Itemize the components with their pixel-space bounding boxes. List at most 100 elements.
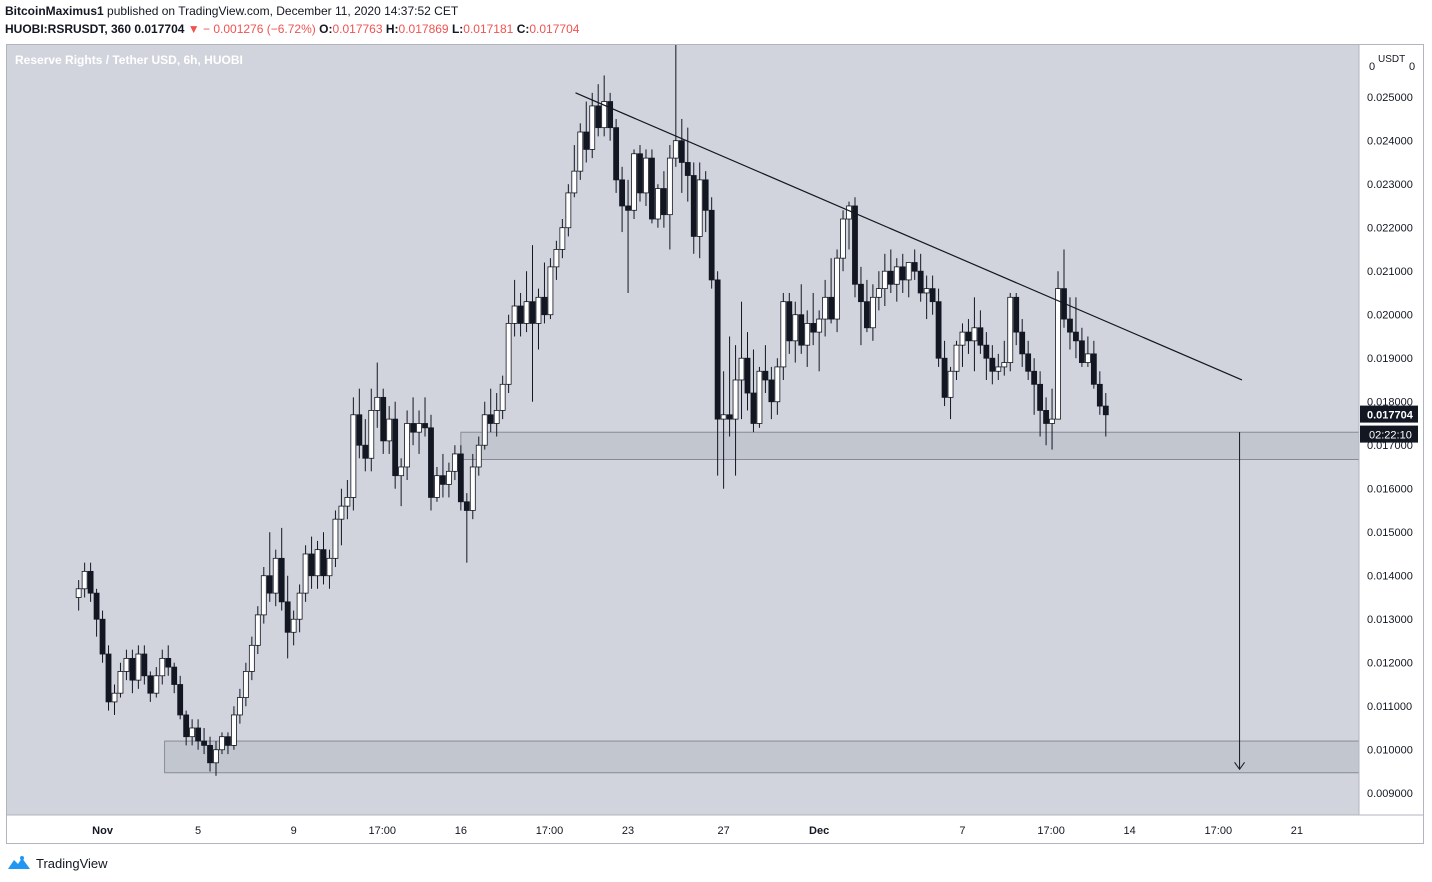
candle[interactable]	[768, 366, 775, 420]
candle[interactable]	[828, 258, 834, 324]
candle[interactable]	[278, 527, 285, 611]
candle[interactable]	[398, 458, 405, 507]
candle[interactable]	[362, 419, 369, 472]
candle[interactable]	[858, 266, 864, 346]
candle[interactable]	[738, 301, 745, 420]
candle[interactable]	[1055, 271, 1061, 420]
candle[interactable]	[995, 353, 1002, 380]
candle[interactable]	[404, 410, 411, 481]
candle[interactable]	[207, 736, 213, 772]
candle[interactable]	[129, 649, 136, 694]
candle[interactable]	[881, 253, 888, 307]
candle[interactable]	[1001, 340, 1008, 376]
candle[interactable]	[1007, 292, 1014, 372]
candle[interactable]	[410, 397, 416, 446]
candle[interactable]	[798, 284, 805, 354]
candle[interactable]	[547, 258, 554, 320]
candle[interactable]	[666, 145, 673, 250]
candle[interactable]	[475, 436, 482, 476]
candle[interactable]	[971, 297, 978, 372]
price-chart[interactable]: 0.025000 0.024000 0.023000 0.022000 0.021000…	[0, 0, 1432, 850]
candle[interactable]	[87, 562, 94, 602]
candle[interactable]	[248, 636, 255, 681]
tradingview-logo[interactable]: TradingView	[6, 855, 108, 871]
candle[interactable]	[637, 145, 643, 202]
candle[interactable]	[1102, 393, 1109, 437]
candle[interactable]	[332, 510, 339, 568]
candle[interactable]	[231, 706, 237, 750]
candle[interactable]	[1031, 358, 1038, 415]
candle[interactable]	[917, 253, 924, 302]
candle[interactable]	[457, 445, 464, 511]
resistance-trendline[interactable]	[575, 92, 1243, 381]
candle[interactable]	[111, 684, 118, 715]
candle[interactable]	[260, 567, 267, 624]
candle[interactable]	[183, 710, 190, 746]
candle[interactable]	[1019, 319, 1026, 367]
candle[interactable]	[619, 166, 625, 233]
candle[interactable]	[487, 388, 494, 433]
candle[interactable]	[350, 397, 357, 511]
candle[interactable]	[451, 445, 458, 481]
candle[interactable]	[386, 406, 393, 454]
candle[interactable]	[1037, 371, 1044, 437]
candle[interactable]	[440, 453, 446, 498]
projection-arrow[interactable]	[1234, 432, 1245, 771]
candle[interactable]	[266, 532, 273, 602]
candle[interactable]	[219, 732, 225, 755]
candle[interactable]	[899, 253, 906, 293]
candle[interactable]	[762, 345, 769, 394]
candle[interactable]	[720, 371, 727, 489]
candle[interactable]	[911, 249, 918, 280]
candle[interactable]	[893, 258, 900, 302]
candle[interactable]	[887, 249, 894, 293]
candle[interactable]	[565, 184, 572, 237]
candle[interactable]	[135, 645, 142, 689]
candle[interactable]	[660, 171, 667, 228]
candle[interactable]	[774, 358, 781, 415]
candle[interactable]	[810, 292, 817, 346]
candle[interactable]	[702, 171, 709, 233]
candle[interactable]	[571, 145, 578, 198]
candle[interactable]	[242, 662, 249, 707]
candle[interactable]	[523, 271, 530, 333]
candle[interactable]	[786, 292, 793, 354]
candle[interactable]	[613, 118, 620, 193]
candle[interactable]	[529, 245, 536, 402]
candle[interactable]	[553, 240, 560, 280]
candle[interactable]	[583, 101, 590, 163]
candle[interactable]	[947, 366, 954, 420]
candle[interactable]	[153, 667, 160, 698]
candle[interactable]	[559, 219, 566, 259]
candle[interactable]	[165, 645, 172, 676]
candle[interactable]	[374, 362, 381, 428]
candle[interactable]	[1084, 336, 1091, 367]
candle[interactable]	[105, 645, 112, 711]
candle[interactable]	[989, 345, 996, 385]
candle[interactable]	[846, 201, 852, 250]
candle[interactable]	[481, 401, 488, 450]
candle[interactable]	[732, 345, 739, 476]
candle[interactable]	[822, 279, 829, 337]
candle[interactable]	[81, 562, 88, 598]
candle[interactable]	[290, 610, 297, 646]
candle[interactable]	[326, 549, 333, 589]
candle[interactable]	[75, 580, 82, 611]
candle[interactable]	[601, 75, 608, 137]
candle[interactable]	[99, 610, 106, 663]
candle[interactable]	[463, 493, 470, 563]
time-axis[interactable]	[7, 815, 1424, 844]
candle[interactable]	[422, 397, 428, 437]
plot-area[interactable]	[7, 45, 1359, 815]
candle[interactable]	[953, 340, 960, 380]
candle[interactable]	[804, 310, 811, 367]
candle[interactable]	[505, 314, 512, 394]
candle[interactable]	[780, 292, 787, 380]
candle[interactable]	[380, 388, 387, 454]
candle[interactable]	[416, 410, 422, 454]
candle[interactable]	[625, 179, 631, 293]
candle[interactable]	[93, 588, 100, 637]
candle[interactable]	[690, 162, 697, 254]
candle[interactable]	[314, 540, 321, 589]
candle[interactable]	[1049, 388, 1055, 450]
